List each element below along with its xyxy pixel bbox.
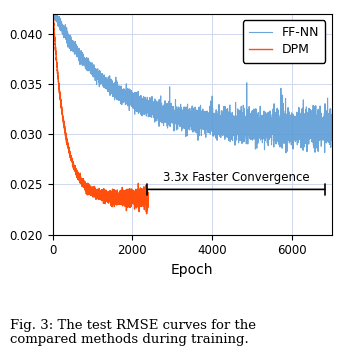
Y-axis label: Test RMSE: Test RMSE (0, 90, 4, 158)
DPM (53, 43, 57, 47)
Text: Fig. 3: The test RMSE curves for the
compared methods during training.: Fig. 3: The test RMSE curves for the com… (10, 318, 256, 346)
FF-NN (329, 134, 334, 138)
DPM (144, 212, 149, 216)
DPM (51, 6, 55, 10)
FF-NN (186, 111, 190, 116)
FF-NN (51, 2, 55, 6)
FF-NN (156, 110, 160, 114)
Line: DPM: DPM (53, 8, 148, 214)
FF-NN (124, 93, 128, 97)
Line: FF-NN: FF-NN (53, 4, 332, 153)
DPM (146, 194, 150, 198)
FF-NN (239, 124, 243, 128)
DPM (64, 133, 68, 137)
Legend: FF-NN, DPM: FF-NN, DPM (243, 20, 325, 63)
DPM (132, 195, 136, 199)
DPM (94, 194, 98, 198)
DPM (58, 91, 62, 96)
Text: 3.3x Faster Convergence: 3.3x Faster Convergence (163, 171, 309, 184)
DPM (51, 8, 55, 12)
FF-NN (284, 151, 288, 155)
X-axis label: Epoch: Epoch (171, 263, 214, 277)
DPM (61, 117, 65, 121)
FF-NN (162, 105, 166, 110)
FF-NN (65, 33, 69, 37)
